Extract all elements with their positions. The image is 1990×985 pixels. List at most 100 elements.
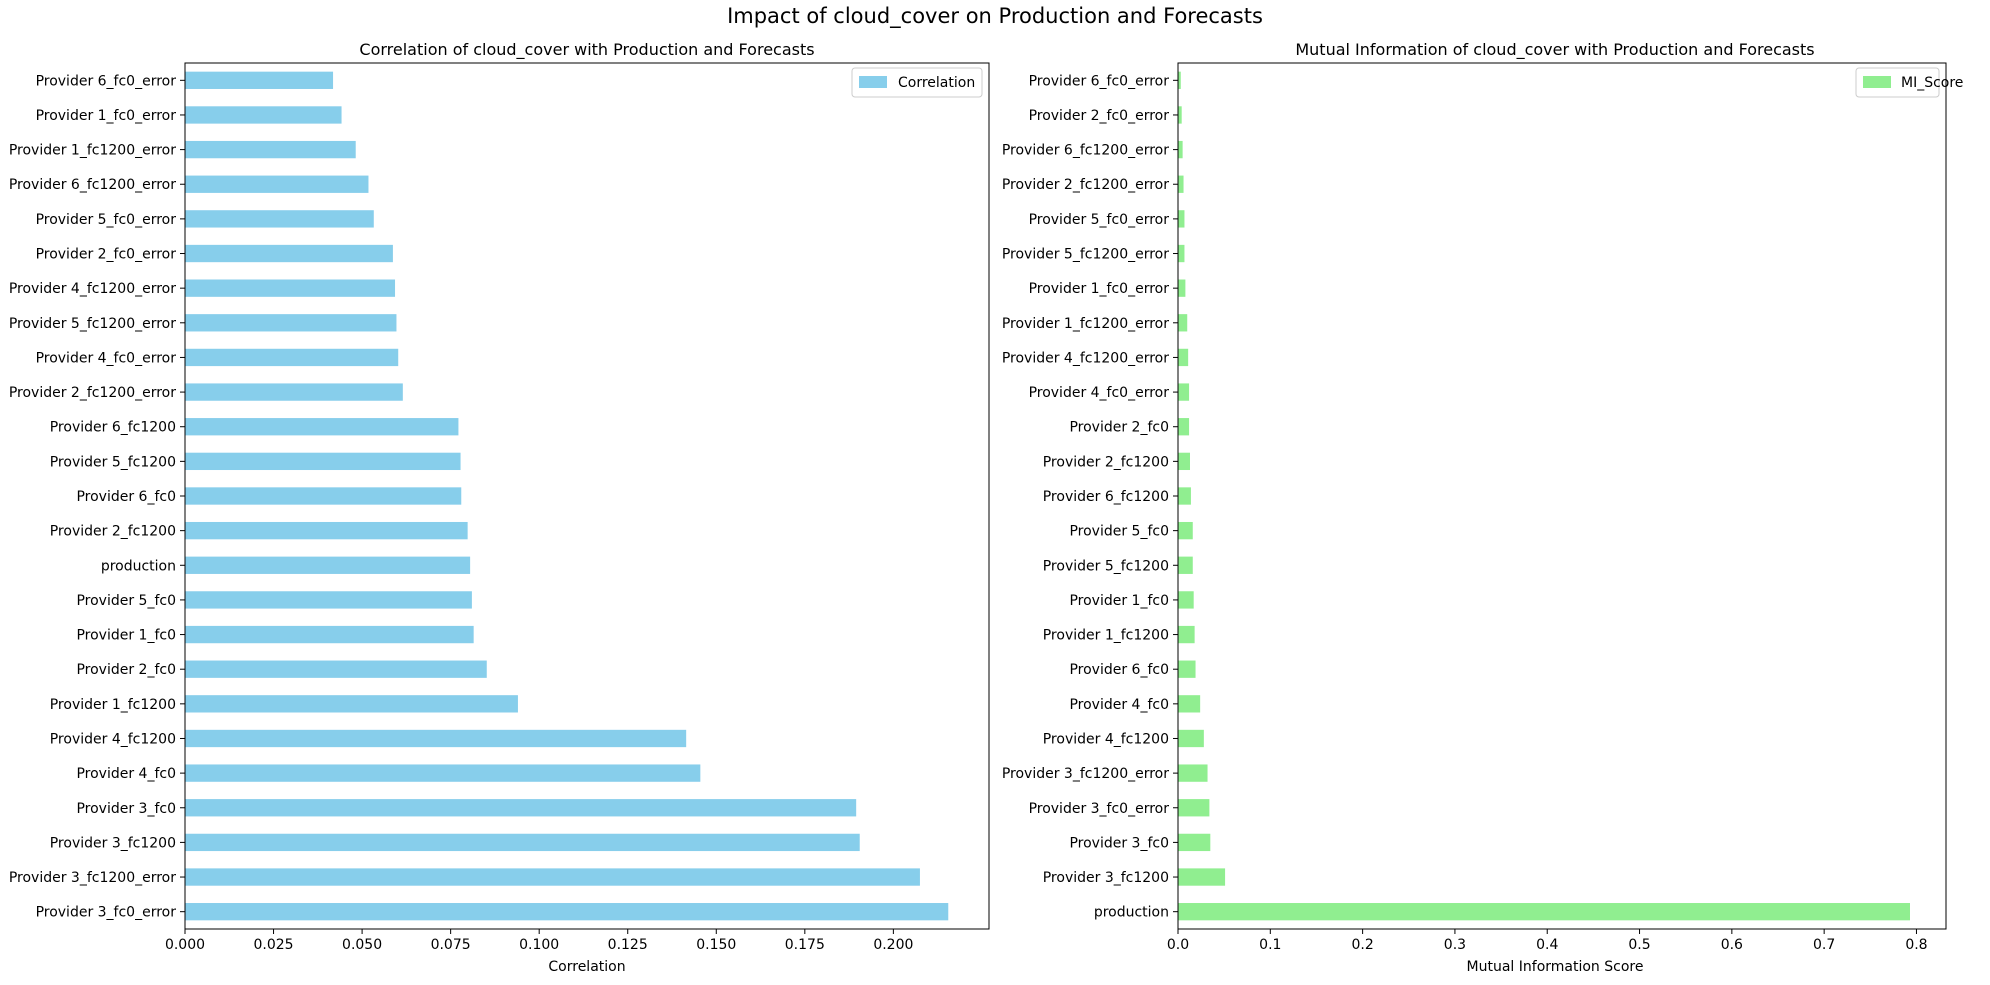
mi-bar — [1178, 452, 1190, 471]
correlation-legend-label: Correlation — [898, 75, 975, 91]
mi-bar — [1178, 799, 1210, 817]
correlation-y-tick-label: Provider 5_fc1200 — [50, 454, 176, 470]
correlation-bar — [185, 660, 487, 678]
correlation-y-tick-label: Provider 5_fc0 — [76, 593, 176, 609]
mi-bar — [1178, 210, 1185, 228]
correlation-y-tick-label: Provider 3_fc1200_error — [9, 870, 176, 886]
mi-bar — [1178, 764, 1208, 782]
correlation-x-axis-label: Correlation — [548, 959, 625, 975]
mi-bar — [1178, 521, 1193, 540]
mi-chart-title: Mutual Information of cloud_cover with P… — [1295, 40, 1814, 60]
correlation-bar — [185, 521, 468, 540]
mi-bar — [1178, 695, 1201, 713]
correlation-y-tick-label: Provider 2_fc0_error — [36, 247, 177, 263]
mi-y-tick-label: Provider 5_fc1200 — [1043, 558, 1169, 574]
mi-x-tick-label: 0.1 — [1259, 937, 1281, 953]
correlation-bar — [185, 106, 342, 124]
correlation-y-tick-label: Provider 6_fc1200_error — [9, 177, 176, 193]
correlation-bar — [185, 348, 399, 367]
correlation-x-tick-label: 0.125 — [608, 937, 648, 953]
mi-bar — [1178, 833, 1211, 852]
mi-y-tick-label: Provider 3_fc1200_error — [1002, 766, 1169, 782]
correlation-x-tick-label: 0.150 — [696, 937, 736, 953]
mi-x-axis-label: Mutual Information Score — [1467, 959, 1644, 975]
correlation-y-tick-label: Provider 1_fc0_error — [36, 108, 177, 124]
mi-bar — [1178, 868, 1226, 886]
correlation-x-tick-label: 0.075 — [431, 937, 471, 953]
mi-x-tick-label: 0.5 — [1628, 937, 1650, 953]
correlation-bar — [185, 71, 334, 89]
correlation-y-tick-label: Provider 4_fc0 — [76, 766, 176, 782]
mi-bar — [1178, 106, 1182, 124]
correlation-bar — [185, 452, 461, 471]
mi-y-tick-label: Provider 3_fc1200 — [1043, 870, 1169, 886]
mi-y-tick-label: Provider 4_fc0 — [1069, 697, 1169, 713]
correlation-y-tick-labels: Provider 3_fc0_error Provider 3_fc1200_er… — [9, 73, 185, 921]
correlation-x-tick-label: 0.100 — [519, 937, 559, 953]
mi-y-tick-labels: production Provider 3_fc1200 Provider 3_fc… — [1002, 73, 1178, 921]
mi-x-tick-label: 0.8 — [1905, 937, 1927, 953]
mi-bar — [1178, 418, 1190, 436]
correlation-bar — [185, 868, 920, 886]
correlation-plot-frame — [184, 62, 990, 930]
mi-y-tick-label: Provider 4_fc1200_error — [1002, 350, 1169, 366]
mi-y-tick-label: Provider 5_fc0 — [1069, 524, 1169, 540]
mi-bar — [1178, 625, 1195, 644]
mi-legend: MI_Score — [1855, 67, 1963, 98]
mi-x-tick-label: 0.0 — [1167, 937, 1189, 953]
correlation-bar — [185, 833, 860, 852]
correlation-y-tick-label: Provider 2_fc0 — [76, 662, 176, 678]
mi-plot-frame — [1177, 62, 1947, 930]
correlation-bar — [185, 764, 701, 782]
mi-y-tick-label: Provider 2_fc1200 — [1043, 454, 1169, 470]
mi-y-tick-label: Provider 2_fc0_error — [1029, 108, 1170, 124]
correlation-y-tick-label: Provider 6_fc0_error — [36, 73, 177, 89]
correlation-bar — [185, 244, 393, 263]
correlation-x-tick-label: 0.175 — [785, 937, 825, 953]
correlation-chart-title: Correlation of cloud_cover with Producti… — [359, 40, 814, 60]
correlation-bar — [185, 175, 369, 193]
mi-legend-label: MI_Score — [1901, 75, 1963, 91]
correlation-bar — [185, 591, 472, 609]
figure-title: Impact of cloud_cover on Production and … — [727, 4, 1263, 28]
correlation-x-ticks: 0.000 0.025 0.050 0.075 0.100 0.125 0.150 0.175… — [165, 929, 913, 953]
mi-bar — [1178, 71, 1181, 89]
correlation-bar — [185, 418, 459, 436]
correlation-bar — [185, 729, 687, 748]
correlation-y-tick-label: Provider 2_fc1200_error — [9, 385, 176, 401]
mi-bar — [1178, 348, 1189, 367]
correlation-bar — [185, 314, 397, 332]
mi-legend-box — [1855, 67, 1940, 98]
mi-x-tick-label: 0.2 — [1351, 937, 1373, 953]
mi-bar — [1178, 314, 1188, 332]
correlation-x-tick-label: 0.200 — [873, 937, 913, 953]
mi-y-tick-label: Provider 6_fc1200_error — [1002, 143, 1169, 159]
correlation-y-tick-label: Provider 1_fc1200 — [50, 697, 176, 713]
mi-y-tick-label: production — [1094, 905, 1169, 921]
correlation-y-tick-label: Provider 3_fc0 — [76, 801, 176, 817]
correlation-x-tick-label: 0.025 — [253, 937, 293, 953]
mi-legend-swatch — [1863, 76, 1891, 88]
mi-y-tick-label: Provider 4_fc0_error — [1029, 385, 1170, 401]
correlation-bar — [185, 383, 403, 401]
mi-y-tick-label: Provider 2_fc0 — [1069, 420, 1169, 436]
mi-bar — [1178, 591, 1194, 609]
mi-bar — [1178, 140, 1183, 159]
correlation-bar — [185, 799, 857, 817]
mi-y-tick-label: Provider 6_fc0 — [1069, 662, 1169, 678]
correlation-y-tick-label: Provider 2_fc1200 — [50, 524, 176, 540]
correlation-bar — [185, 279, 396, 297]
mi-y-tick-label: Provider 1_fc1200_error — [1002, 316, 1169, 332]
correlation-bar — [185, 695, 518, 713]
correlation-bar — [185, 556, 471, 574]
mi-bar — [1178, 660, 1196, 678]
mi-x-tick-label: 0.4 — [1536, 937, 1558, 953]
mi-y-tick-label: Provider 6_fc0_error — [1029, 73, 1170, 89]
correlation-y-tick-label: Provider 6_fc0 — [76, 489, 176, 505]
mi-bar — [1178, 279, 1186, 297]
mi-bar — [1178, 729, 1204, 748]
correlation-legend-swatch — [859, 76, 887, 88]
mi-y-tick-label: Provider 6_fc1200 — [1043, 489, 1169, 505]
mi-x-tick-label: 0.7 — [1813, 937, 1835, 953]
mi-y-tick-label: Provider 1_fc0_error — [1029, 281, 1170, 297]
